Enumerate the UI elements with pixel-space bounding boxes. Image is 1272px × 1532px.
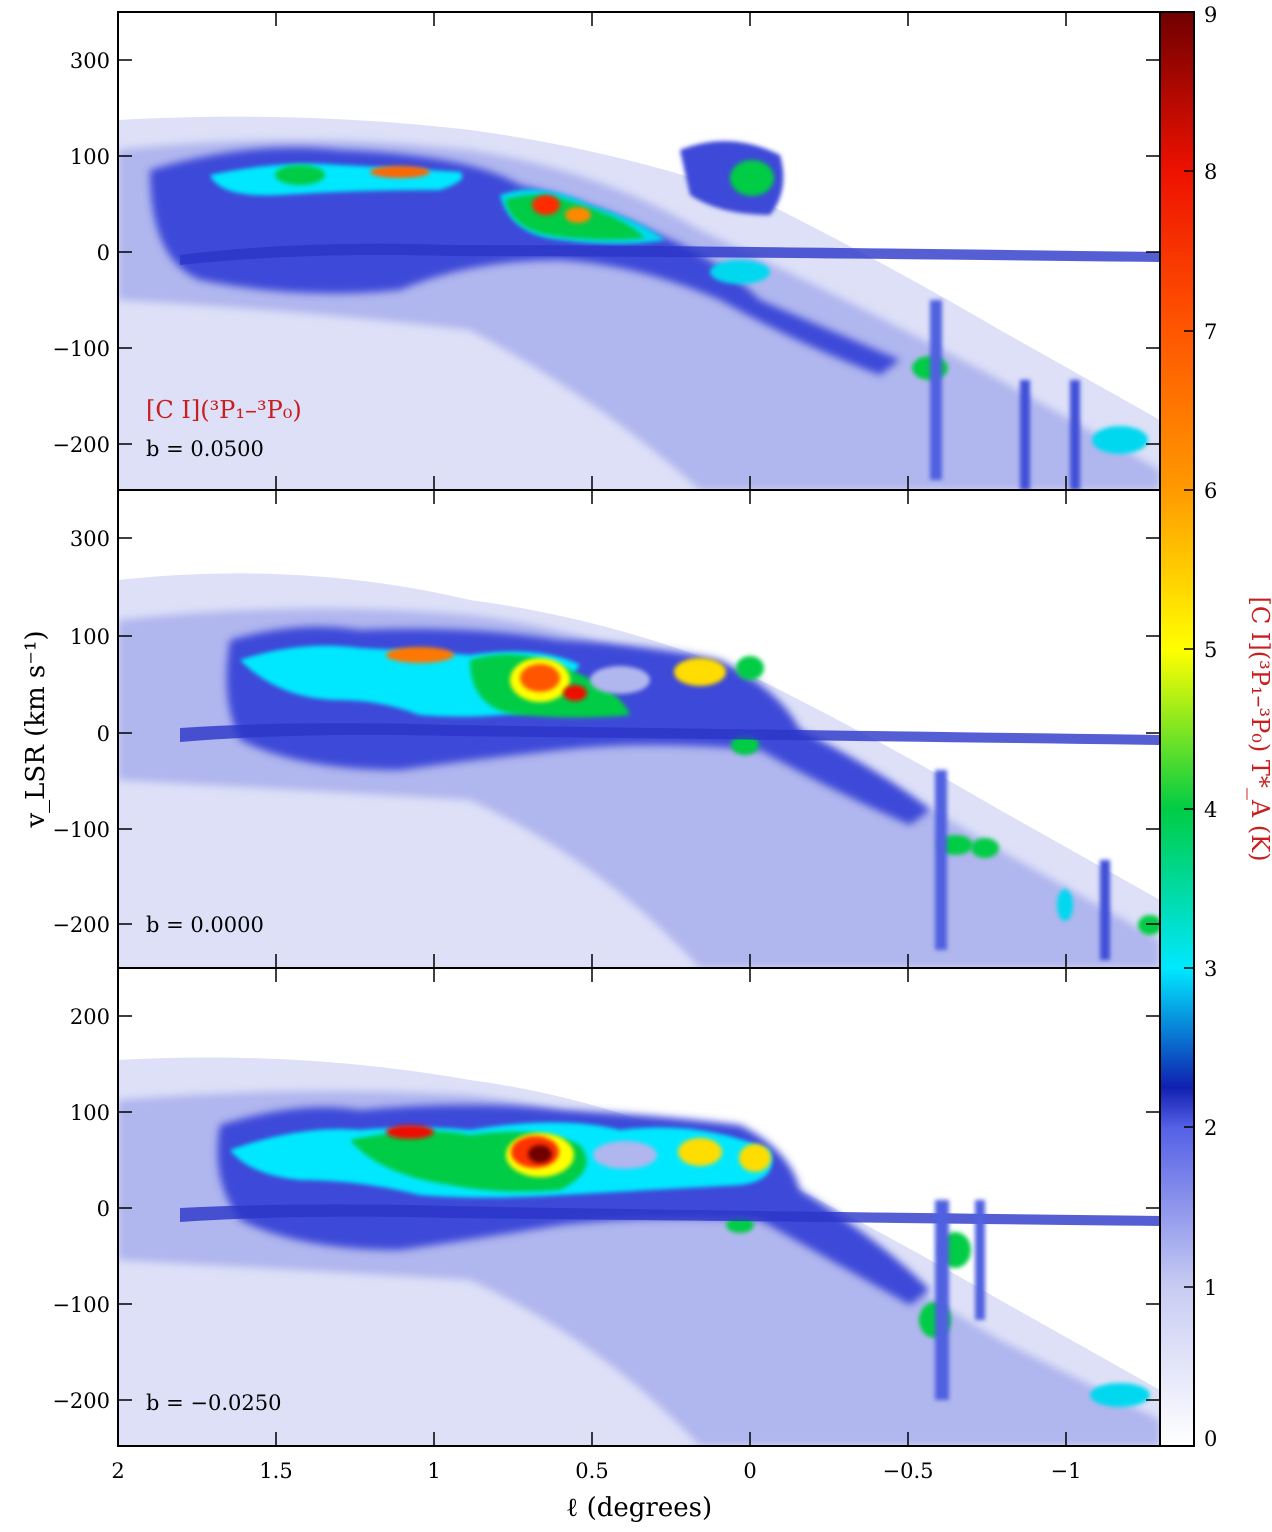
panel-3-y-ticks bbox=[118, 1015, 1160, 1401]
colorbar-label: [C I](³P₁–³P₀) T*_A (K) bbox=[1246, 597, 1272, 862]
colorbar-tick-2: 2 bbox=[1204, 1116, 1217, 1140]
x-tick-0.5: 0.5 bbox=[575, 1459, 608, 1483]
panel-3-y-tick-0: 0 bbox=[97, 1197, 110, 1221]
panel-2-y-tick-0: 0 bbox=[97, 722, 110, 746]
colorbar-gradient bbox=[1159, 11, 1195, 1447]
colorbar-tick-5: 5 bbox=[1204, 638, 1217, 662]
x-tick-1.5: 1.5 bbox=[259, 1459, 292, 1483]
panel-2-y-ticks bbox=[118, 537, 1160, 925]
panel-1: 300 100 0 −100 −200 [C I](³P₁–³P₀) b = 0… bbox=[52, 11, 1161, 491]
panel-3-b-label: b = −0.0250 bbox=[146, 1391, 281, 1415]
panel-2-b-label: b = 0.0000 bbox=[146, 913, 264, 937]
panel-3-y-tick-minus100: −100 bbox=[52, 1293, 110, 1317]
panel-3-x-ticks bbox=[117, 968, 1067, 1446]
panel-2-y-tick-300: 300 bbox=[70, 527, 110, 551]
panel-1-x-ticks bbox=[117, 12, 1067, 490]
panel-1-emission bbox=[118, 116, 1160, 490]
x-tick-0: 0 bbox=[743, 1459, 756, 1483]
colorbar-tick-6: 6 bbox=[1204, 479, 1217, 503]
panel-1-y-tick-100: 100 bbox=[70, 145, 110, 169]
panel-2-y-tick-minus100: −100 bbox=[52, 818, 110, 842]
panel-2-y-tick-100: 100 bbox=[70, 625, 110, 649]
colorbar-tick-0: 0 bbox=[1204, 1427, 1217, 1451]
panel-3-y-tick-100: 100 bbox=[70, 1101, 110, 1125]
panel-1-y-tick-minus200: −200 bbox=[52, 433, 110, 457]
x-tick-minus1: −1 bbox=[1051, 1459, 1082, 1483]
colorbar-tick-3: 3 bbox=[1204, 957, 1217, 981]
panel-1-y-tick-300: 300 bbox=[70, 49, 110, 73]
colorbar: 9 8 7 6 5 4 3 2 1 0 [C I](³P₁–³P₀) T*_A … bbox=[1159, 3, 1272, 1451]
panel-1-y-tick-minus100: −100 bbox=[52, 337, 110, 361]
panel-1-line-label: [C I](³P₁–³P₀) bbox=[146, 396, 302, 424]
panel-2-emission bbox=[118, 573, 1160, 968]
y-axis-label: v_LSR (km s⁻¹) bbox=[21, 630, 51, 828]
x-axis-label: ℓ (degrees) bbox=[566, 1493, 712, 1523]
panel-1-b-label: b = 0.0500 bbox=[146, 437, 264, 461]
x-tick-1: 1 bbox=[427, 1459, 440, 1483]
x-tick-minus0.5: −0.5 bbox=[883, 1459, 934, 1483]
panel-3-y-tick-minus200: −200 bbox=[52, 1389, 110, 1413]
colorbar-tick-4: 4 bbox=[1204, 798, 1217, 822]
panel-2-x-ticks bbox=[117, 490, 1067, 968]
panel-2-y-tick-minus200: −200 bbox=[52, 913, 110, 937]
panel-1-y-tick-0: 0 bbox=[97, 241, 110, 265]
colorbar-tick-8: 8 bbox=[1204, 160, 1217, 184]
panel-2: 300 100 0 −100 −200 b = 0.0000 bbox=[52, 489, 1161, 969]
panel-1-y-ticks bbox=[118, 59, 1160, 445]
colorbar-tick-7: 7 bbox=[1204, 320, 1217, 344]
colorbar-tick-9: 9 bbox=[1204, 3, 1217, 27]
panel-3-emission bbox=[118, 1057, 1160, 1446]
x-tick-2: 2 bbox=[111, 1459, 124, 1483]
colorbar-tick-1: 1 bbox=[1204, 1276, 1217, 1300]
panel-3: 200 100 0 −100 −200 b = −0.0250 bbox=[52, 967, 1161, 1447]
x-axis-tick-labels: 2 1.5 1 0.5 0 −0.5 −1 bbox=[111, 1459, 1081, 1483]
colorbar-ticks bbox=[1184, 11, 1194, 1447]
panel-3-y-tick-200: 200 bbox=[70, 1005, 110, 1029]
